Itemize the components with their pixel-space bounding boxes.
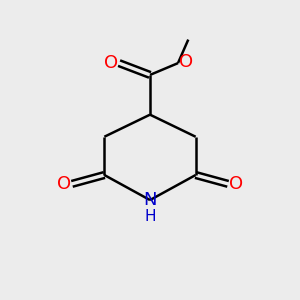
Text: H: H bbox=[144, 209, 156, 224]
Text: N: N bbox=[143, 191, 157, 209]
Text: O: O bbox=[57, 175, 71, 193]
Text: O: O bbox=[179, 53, 193, 71]
Text: O: O bbox=[229, 175, 243, 193]
Text: O: O bbox=[104, 54, 118, 72]
